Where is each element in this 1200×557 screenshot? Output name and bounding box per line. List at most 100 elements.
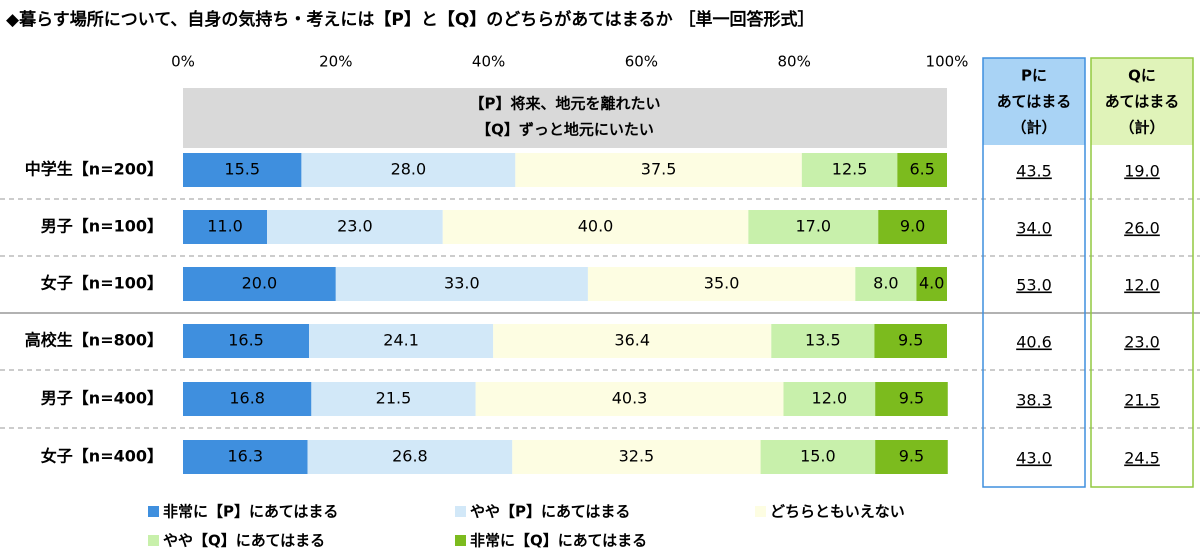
x-tick-label: 20% <box>319 53 352 71</box>
total-value: 21.5 <box>1124 391 1160 410</box>
bar-segment <box>311 382 476 416</box>
chart-title: ◆暮らす場所について、自身の気持ち・考えには【P】と【Q】のどちらがあてはまるか… <box>6 9 815 30</box>
bar-segment <box>874 324 947 358</box>
bar-segment <box>878 210 947 244</box>
value-label: 36.4 <box>614 331 650 350</box>
x-tick-label: 80% <box>778 53 811 71</box>
total-header <box>1091 58 1193 145</box>
bar-segment <box>442 210 749 244</box>
legend-label: どちらともいえない <box>770 503 905 521</box>
value-label: 15.0 <box>800 447 836 466</box>
category-label: 女子【n=400】 <box>41 447 163 466</box>
value-label: 4.0 <box>919 274 944 293</box>
category-label: 女子【n=100】 <box>41 274 163 293</box>
total-column <box>982 57 1086 488</box>
total-header-text: Pに <box>1021 67 1047 85</box>
bar-segment <box>307 440 513 474</box>
bar-segment <box>515 153 802 187</box>
total-value: 40.6 <box>1016 333 1052 352</box>
total-header-text: （計） <box>1119 119 1164 137</box>
bar-segment <box>267 210 443 244</box>
bar-segment <box>183 267 336 301</box>
total-header <box>983 58 1085 145</box>
bar-segment <box>748 210 879 244</box>
bar-segment <box>875 440 948 474</box>
value-label: 20.0 <box>242 274 278 293</box>
total-header-text: あてはまる <box>997 93 1071 111</box>
bar-segment <box>760 440 876 474</box>
value-label: 26.8 <box>392 447 428 466</box>
bar-segment <box>475 382 784 416</box>
total-value: 26.0 <box>1124 219 1160 238</box>
value-label: 15.5 <box>224 160 260 179</box>
value-label: 33.0 <box>444 274 480 293</box>
legend-swatch <box>148 506 159 517</box>
value-label: 40.0 <box>578 217 614 236</box>
legend-label: 非常に【Q】にあてはまる <box>470 532 647 550</box>
bar-segment <box>493 324 772 358</box>
header-band <box>183 88 947 148</box>
x-tick-label: 60% <box>625 53 658 71</box>
value-label: 17.0 <box>795 217 831 236</box>
x-tick-label: 100% <box>926 53 969 71</box>
value-label: 8.0 <box>873 274 898 293</box>
x-tick-label: 0% <box>171 53 195 71</box>
bar-segment <box>512 440 761 474</box>
category-label: 中学生【n=200】 <box>25 160 163 179</box>
total-value: 43.5 <box>1016 162 1052 181</box>
value-label: 35.0 <box>704 274 740 293</box>
value-label: 24.1 <box>383 331 419 350</box>
bar-segment <box>771 324 875 358</box>
value-label: 11.0 <box>207 217 243 236</box>
annotation: 【P】将来、地元を離れたい <box>470 95 661 113</box>
total-header-text: あてはまる <box>1105 93 1179 111</box>
total-value: 19.0 <box>1124 162 1160 181</box>
bar-segment <box>783 382 876 416</box>
bar-segment <box>183 153 302 187</box>
value-label: 32.5 <box>619 447 655 466</box>
legend-swatch <box>755 506 766 517</box>
category-label: 男子【n=400】 <box>41 389 163 408</box>
bar-segment <box>587 267 856 301</box>
legend-label: やや【Q】にあてはまる <box>163 532 325 550</box>
category-label: 高校生【n=800】 <box>25 331 163 350</box>
bar-segment <box>183 440 308 474</box>
category-label: 男子【n=100】 <box>41 217 163 236</box>
value-label: 9.0 <box>900 217 925 236</box>
value-label: 16.8 <box>229 389 265 408</box>
bar-segment <box>801 153 898 187</box>
total-value: 34.0 <box>1016 219 1052 238</box>
bar-segment <box>897 153 947 187</box>
total-header-text: （計） <box>1011 119 1056 137</box>
total-value: 53.0 <box>1016 276 1052 295</box>
total-value: 38.3 <box>1016 391 1052 410</box>
value-label: 9.5 <box>899 447 924 466</box>
x-tick-label: 40% <box>472 53 505 71</box>
value-label: 12.5 <box>832 160 868 179</box>
value-label: 28.0 <box>391 160 427 179</box>
bar-segment <box>875 382 948 416</box>
bar-segment <box>183 324 310 358</box>
legend-label: やや【P】にあてはまる <box>470 503 630 521</box>
value-label: 6.5 <box>909 160 934 179</box>
bar-segment <box>855 267 917 301</box>
bar-segment <box>916 267 947 301</box>
value-label: 37.5 <box>641 160 677 179</box>
value-label: 13.5 <box>805 331 841 350</box>
total-column <box>1090 57 1194 488</box>
value-label: 9.5 <box>899 389 924 408</box>
total-value: 12.0 <box>1124 276 1160 295</box>
total-header-text: Qに <box>1128 67 1156 85</box>
bar-segment <box>335 267 588 301</box>
value-label: 16.5 <box>228 331 264 350</box>
annotation: 【Q】ずっと地元にいたい <box>476 121 654 139</box>
value-label: 40.3 <box>612 389 648 408</box>
value-label: 21.5 <box>376 389 412 408</box>
total-value: 24.5 <box>1124 449 1160 468</box>
total-value: 43.0 <box>1016 449 1052 468</box>
value-label: 9.5 <box>898 331 923 350</box>
bar-segment <box>183 382 312 416</box>
legend-swatch <box>148 535 159 546</box>
value-label: 16.3 <box>227 447 263 466</box>
